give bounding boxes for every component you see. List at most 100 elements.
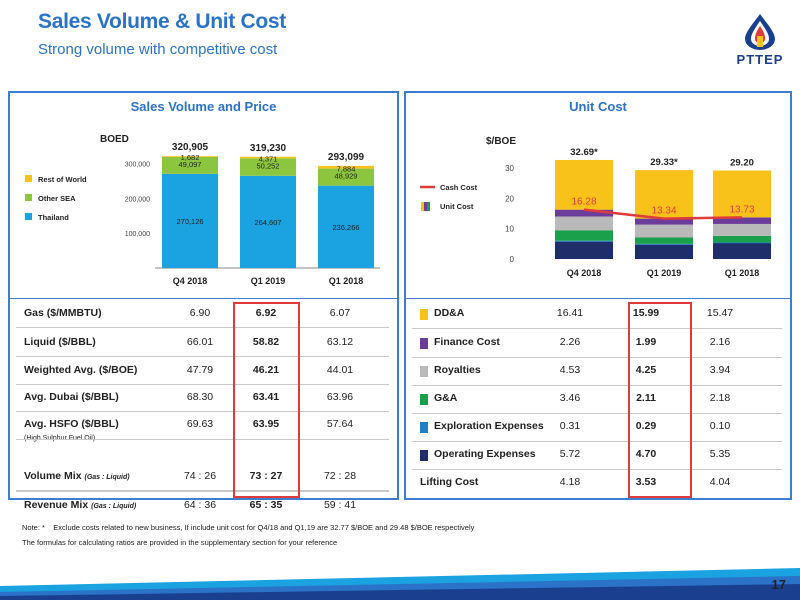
row-value: 73 : 27 — [249, 470, 283, 482]
row-value: 63.41 — [252, 391, 280, 403]
bar-segment-thailand — [318, 185, 374, 268]
row-divider — [412, 441, 782, 442]
row-value: 2.11 — [636, 392, 656, 404]
total-label: 319,230 — [250, 143, 287, 154]
row-value: 6.92 — [255, 307, 277, 319]
row-value: 4.53 — [559, 364, 581, 376]
bar-segment-exploration-expenses — [555, 240, 613, 242]
row-value: 2.18 — [709, 392, 731, 404]
row-value: 47.79 — [186, 364, 214, 376]
row-value: 63.95 — [252, 418, 280, 430]
row-divider — [16, 411, 389, 412]
bar-segment-other-sea — [318, 168, 374, 186]
row-divider — [16, 327, 389, 328]
data-label: 1,682 — [181, 153, 200, 162]
cost-color-swatch — [420, 338, 428, 349]
row-divider — [16, 490, 389, 491]
footer-wave-graphic — [0, 568, 800, 600]
row-sublabel: (High Sulphur Fuel Oil) — [24, 435, 96, 442]
row-divider — [16, 491, 389, 492]
cash-cost-label: 16.28 — [571, 197, 596, 208]
page-number: 17 — [771, 577, 786, 592]
row-value: 4.18 — [559, 476, 581, 488]
legend-label: Thailand — [38, 213, 69, 222]
row-divider — [16, 439, 389, 440]
y-axis-unit-label: $/BOE — [486, 136, 516, 147]
bar-segment-dd-a — [555, 159, 613, 210]
row-divider — [412, 413, 782, 414]
formula-note: The formulas for calculating ratios are … — [22, 538, 338, 547]
price-row: Revenue Mix (Gas : Liquid) 64 : 36 65 : 35… — [10, 494, 397, 519]
row-value: 64 : 36 — [183, 499, 217, 511]
logo-drop-icon — [745, 14, 775, 50]
x-tick-label: Q1 2019 — [647, 268, 682, 278]
cost-row: Royalties 4.53 4.25 3.94 — [406, 359, 790, 384]
bar-segment-royalties — [713, 223, 771, 236]
y-tick-label: 10 — [505, 225, 514, 234]
row-value: 3.94 — [709, 364, 731, 376]
q1-2019-highlight — [628, 302, 692, 498]
price-row: Weighted Avg. ($/BOE) 47.79 46.21 44.01 — [10, 359, 397, 384]
y-tick-label: 30 — [505, 164, 514, 173]
price-row: Avg. HSFO ($/BBL) 69.63 63.95 57.64 — [10, 413, 397, 438]
row-label: Avg. Dubai ($/BBL) — [24, 391, 119, 403]
footnote-text: Exclude costs related to new business, I… — [53, 523, 475, 532]
sales-volume-panel: Sales Volume and Price BOED 100,000 200,00… — [8, 91, 399, 511]
cost-row: DD&A 16.41 15.99 15.47 — [406, 302, 790, 327]
bar-segment-rest-of-world — [318, 165, 374, 169]
row-divider — [16, 356, 389, 357]
row-value: 66.01 — [186, 336, 214, 348]
bar-segment-dd-a — [635, 170, 693, 219]
row-value: 6.07 — [329, 307, 351, 319]
row-value: 4.25 — [635, 364, 657, 376]
row-value: 63.96 — [326, 391, 354, 403]
page-subtitle: Strong volume with competitive cost — [38, 41, 278, 58]
page-title: Sales Volume & Unit Cost — [38, 10, 286, 33]
legend-swatch — [25, 194, 32, 201]
total-label: 320,905 — [172, 142, 209, 153]
bar-segment-royalties — [635, 224, 693, 238]
cost-color-swatch — [420, 450, 428, 461]
row-label: Revenue Mix (Gas : Liquid) — [24, 499, 137, 511]
logo-text: PTTEP — [736, 52, 784, 67]
legend-swatch — [421, 202, 424, 211]
unit-cost-heading: Unit Cost — [569, 99, 627, 114]
bar-segment-rest-of-world — [162, 156, 218, 157]
y-tick-label: 0 — [510, 255, 515, 264]
footnote-prefix: Note: * — [22, 523, 45, 532]
row-value: 72 : 28 — [323, 470, 357, 482]
bar-segment-operating-expenses — [635, 244, 693, 259]
row-label: G&A — [434, 392, 458, 404]
unit-cost-chart: $/BOE 0 10 20 30 32.69* Q4 2018 29.33* Q1 2019 29… — [420, 136, 771, 278]
legend-label: Other SEA — [38, 194, 76, 203]
row-divider — [16, 384, 389, 385]
row-divider — [412, 385, 782, 386]
row-value: 2.16 — [709, 336, 731, 348]
cash-cost-line — [583, 208, 743, 220]
bar-segment-g-a — [555, 230, 613, 241]
x-tick-label: Q4 2018 — [173, 276, 208, 286]
row-label: Exploration Expenses — [434, 420, 544, 432]
row-value: 68.30 — [186, 391, 214, 403]
row-value: 63.12 — [326, 336, 354, 348]
row-label: Finance Cost — [434, 336, 500, 348]
row-value: 0.10 — [709, 420, 731, 432]
cost-row: Finance Cost 2.26 1.99 2.16 — [406, 331, 790, 356]
x-tick-label: Q1 2019 — [251, 276, 286, 286]
row-value: 69.63 — [186, 418, 214, 430]
bar-segment-g-a — [635, 237, 693, 244]
bar-segment-royalties — [555, 216, 613, 231]
legend-swatch — [25, 175, 32, 182]
row-label: Volume Mix (Gas : Liquid) — [24, 470, 130, 482]
row-value: 2.26 — [559, 336, 581, 348]
legend-label: Unit Cost — [440, 202, 474, 211]
bar-segment-operating-expenses — [713, 242, 771, 259]
x-tick-label: Q1 2018 — [329, 276, 364, 286]
bar-segment-rest-of-world — [240, 156, 296, 159]
data-label: 50,252 — [257, 161, 280, 170]
cash-cost-label: 13.73 — [729, 204, 754, 215]
cost-color-swatch — [420, 422, 428, 433]
bar-segment-thailand — [162, 173, 218, 268]
cost-row: Lifting Cost 4.18 3.53 4.04 — [406, 471, 790, 496]
row-value: 5.35 — [709, 448, 731, 460]
